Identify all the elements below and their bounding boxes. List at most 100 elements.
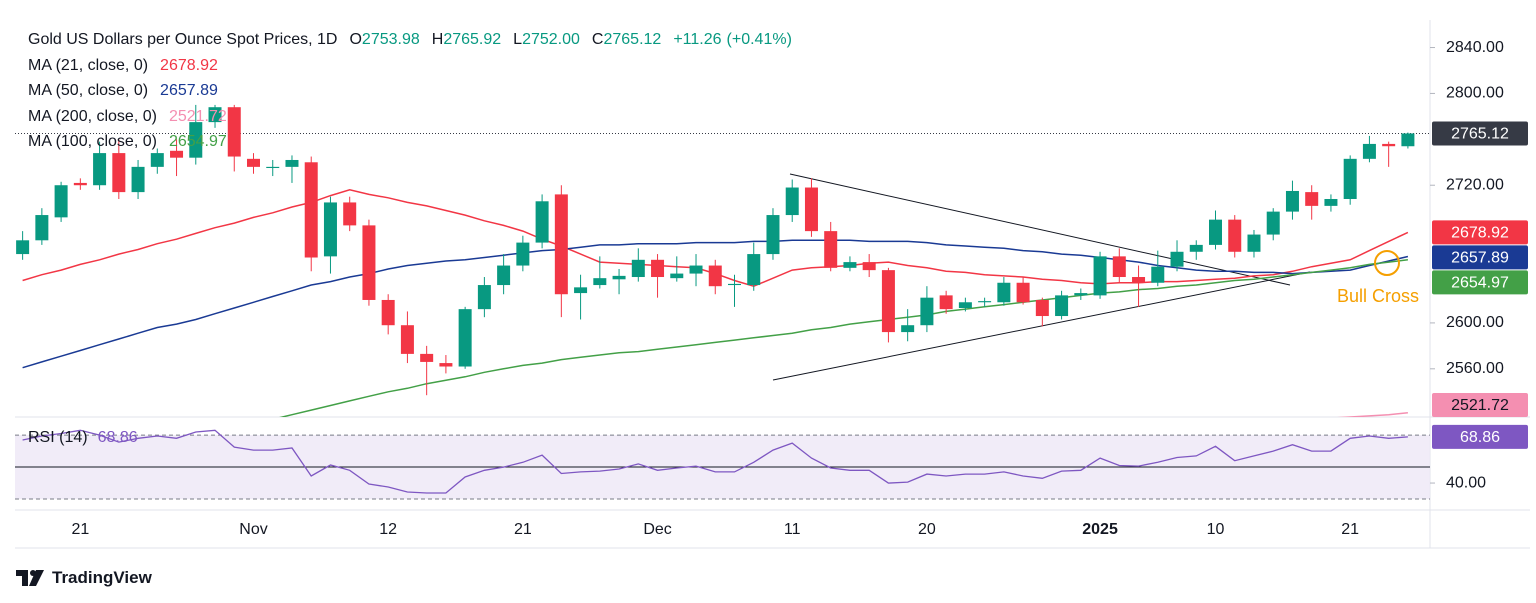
rsi-line: [22, 429, 1408, 494]
footer: TradingView: [16, 565, 152, 591]
rsi-legend: RSI (14) 68.86: [28, 429, 138, 447]
candle-body: [1016, 282, 1030, 303]
candle-body: [881, 270, 895, 333]
candle-body: [612, 275, 626, 280]
candle-body: [1228, 219, 1242, 252]
candle-body: [1112, 256, 1126, 278]
candle-body: [1247, 234, 1261, 252]
candle-body: [939, 295, 953, 310]
candle-body: [554, 194, 568, 295]
x-tick-label: 2025: [1082, 521, 1118, 538]
candle-body: [1209, 219, 1222, 245]
logo: [16, 570, 44, 586]
change: +11.26: [673, 31, 722, 48]
price-tag-label: 68.86: [1460, 429, 1500, 446]
candle-body: [1074, 293, 1088, 296]
legend-name: MA (21, close, 0): [28, 56, 149, 74]
candle-body: [593, 278, 607, 286]
ohlc-value: 2765.92: [443, 31, 502, 48]
price-tag-label: 2521.72: [1451, 397, 1509, 414]
candle-body: [1285, 190, 1299, 212]
brand: TradingView: [52, 568, 152, 587]
legend-name: MA (200, close, 0): [28, 107, 157, 125]
x-tick-label: 12: [379, 521, 397, 538]
candle-body: [1266, 211, 1280, 235]
change-pct: (+0.41%): [726, 31, 792, 48]
rsi-pane: [15, 429, 1430, 500]
candle-body: [1093, 256, 1107, 296]
candle-body: [54, 185, 68, 218]
candle-body: [150, 153, 164, 167]
y-tick-label: 2600.00: [1446, 314, 1504, 331]
price-tag-label: 2765.12: [1451, 126, 1509, 143]
candle-body: [227, 107, 241, 157]
candle-body: [1343, 158, 1357, 199]
candle-body: [420, 353, 434, 362]
candle-body: [1055, 295, 1069, 317]
ohlc-key: O: [349, 31, 362, 48]
legend-title: Gold US Dollars per Ounce Spot Prices, 1…: [28, 31, 338, 48]
price-tag-label: 2678.92: [1451, 225, 1509, 242]
candle-body: [400, 325, 414, 354]
y-tick-label: 2720.00: [1446, 176, 1504, 193]
candle-body: [1151, 266, 1165, 283]
candle-body: [670, 273, 684, 279]
price-tag: [1432, 424, 1528, 449]
legend-value: 2678.92: [160, 56, 218, 74]
candle-body: [1305, 192, 1319, 206]
y-tick-label: 2560.00: [1446, 360, 1504, 377]
price-pane: [15, 104, 1430, 417]
trendline-upper: [789, 173, 1291, 286]
y-tick-label: 2800.00: [1446, 85, 1504, 102]
candle-body: [920, 297, 934, 326]
ohlc-value: 2753.98: [361, 31, 420, 48]
candle-body: [804, 187, 818, 232]
y-tick-label: 40.00: [1446, 474, 1486, 491]
candle-body: [458, 309, 472, 367]
candle-body: [862, 262, 876, 271]
annotation: Bull Cross: [1337, 286, 1419, 306]
candle-body: [112, 153, 126, 193]
price-tag: [1432, 220, 1528, 245]
price-tag-label: 2654.97: [1451, 275, 1509, 292]
candle-body: [785, 187, 799, 216]
candle-body: [843, 262, 857, 268]
ohlc-key: H: [431, 31, 444, 48]
candle-body: [1362, 143, 1376, 159]
price-tag-label: 2657.89: [1451, 250, 1509, 267]
candle-body: [574, 287, 588, 294]
x-tick-label: Nov: [239, 521, 267, 538]
x-tick-label: 21: [514, 521, 532, 538]
candle-body: [439, 363, 453, 367]
candle-body: [304, 162, 318, 258]
price-tag: [1432, 245, 1528, 270]
legend-item: MA (50, close, 0) 2657.89: [28, 78, 792, 104]
candle-body: [208, 107, 222, 123]
candle-body: [535, 201, 549, 243]
candle-body: [343, 202, 357, 226]
candle-body: [747, 254, 761, 286]
candle-body: [1401, 133, 1415, 147]
ohlc-value: 2752.00: [522, 31, 580, 48]
candle-body: [16, 240, 30, 255]
candle-body: [381, 299, 395, 326]
y-tick-label: 2840.00: [1446, 39, 1504, 56]
candle-body: [131, 166, 145, 193]
legend-name: RSI (14): [28, 429, 88, 446]
legend-value: 2521.72: [168, 107, 227, 125]
candle-body: [93, 153, 107, 186]
candle-body: [73, 182, 87, 186]
candle-body: [35, 215, 49, 241]
candle-body: [477, 285, 491, 310]
legend-value: 2657.89: [160, 82, 218, 99]
legend-header: Gold US Dollars per Ounce Spot Prices, 1…: [28, 27, 792, 53]
axes: 2560.00 2600.00 2720.00 2800.00 2840.00 21 Nov…: [71, 39, 1528, 538]
candle-body: [824, 231, 838, 268]
x-tick-label: 20: [918, 521, 936, 538]
candle-body: [901, 325, 915, 333]
x-tick-label: 21: [1341, 521, 1359, 538]
candle-body: [689, 265, 703, 274]
candle-body: [978, 301, 992, 303]
candle-body: [247, 158, 260, 167]
